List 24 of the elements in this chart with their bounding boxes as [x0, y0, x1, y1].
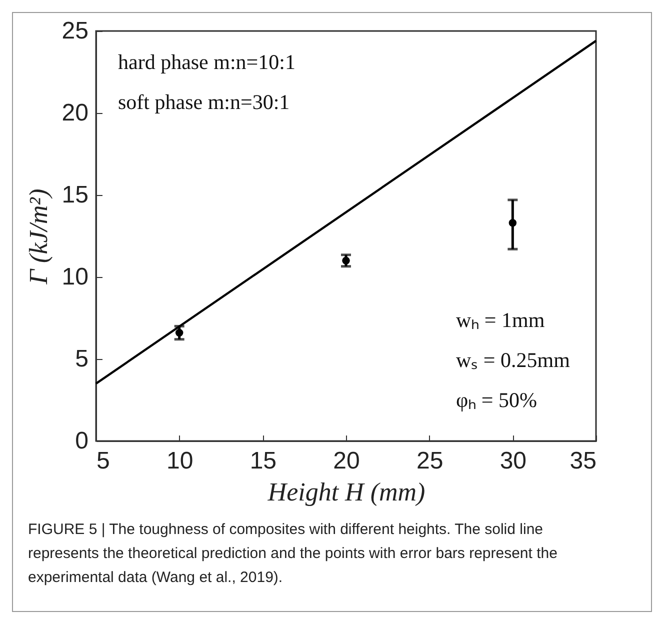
x-tick-label: 20 [333, 448, 360, 474]
point [508, 219, 517, 227]
y-tick-label: 25 [62, 18, 88, 44]
x-tick-label: 35 [570, 448, 596, 474]
y-tick-label: 5 [75, 346, 88, 372]
y-tick-label: 10 [62, 264, 88, 290]
annotation: hard phase m:n=10:1 [118, 50, 296, 74]
x-tick-label: 30 [500, 448, 527, 474]
y-axis-title: Γ (kJ/m²) [24, 188, 53, 286]
point [175, 328, 184, 337]
x-tick-label: 15 [250, 448, 277, 474]
x-tick-label: 10 [166, 448, 194, 474]
annotation: φₕ = 50% [456, 388, 537, 412]
annotation: wₛ = 0.25mm [456, 348, 570, 372]
x-tick-label: 25 [416, 448, 444, 474]
x-tick-label: 5 [96, 448, 110, 474]
annotation: soft phase m:n=30:1 [118, 90, 290, 114]
x-axis-title: Height H (mm) [266, 478, 426, 506]
y-tick-label: 0 [75, 428, 88, 454]
annotation: wₕ = 1mm [456, 308, 545, 332]
point [342, 256, 350, 264]
y-tick-label: 20 [62, 100, 88, 126]
y-tick-label: 15 [62, 182, 88, 208]
caption: FIGURE 5 | The toughness of composites with different heights. The solid line represents the theoretical prediction and the points with error bars represent the experimental data (Wang et al., 2019). [28, 520, 558, 588]
